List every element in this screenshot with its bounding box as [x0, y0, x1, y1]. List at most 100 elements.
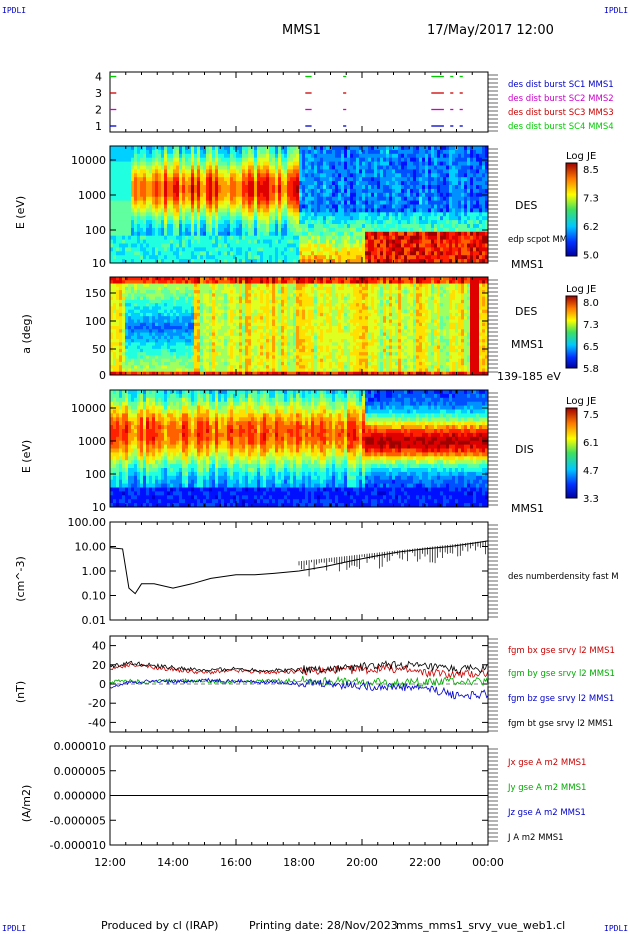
spectro-cell	[236, 220, 240, 225]
spectro-cell	[206, 153, 210, 159]
spectro-cell	[170, 286, 174, 291]
spectro-cell	[134, 358, 138, 363]
spectro-cell	[182, 319, 186, 324]
spectro-cell	[269, 235, 273, 241]
spectro-cell	[290, 200, 294, 206]
spectro-cell	[170, 204, 174, 209]
spectro-cell	[275, 255, 279, 260]
spectro-cell	[209, 239, 213, 245]
spectro-cell	[320, 177, 324, 182]
spectro-cell	[164, 368, 168, 373]
spectro-cell	[122, 293, 126, 298]
spectro-cell	[182, 339, 186, 343]
spectro-cell	[122, 361, 126, 366]
spectro-cell	[284, 216, 288, 221]
spectro-cell	[437, 235, 441, 241]
spectro-cell	[248, 247, 252, 252]
spectro-cell	[434, 173, 438, 178]
spectro-cell	[332, 173, 336, 178]
spectro-cell	[479, 192, 483, 198]
spectro-cell	[140, 358, 144, 363]
spectro-cell	[485, 208, 488, 213]
spectro-cell	[197, 212, 201, 217]
spectro-cell	[152, 146, 156, 151]
spectro-cell	[314, 149, 318, 155]
spectro-cell	[359, 247, 363, 252]
spectro-cell	[113, 165, 117, 170]
spectro-cell	[287, 235, 291, 241]
spectro-cell	[161, 342, 165, 347]
spectro-cell	[179, 365, 183, 370]
spectro-cell	[308, 185, 312, 190]
spectro-cell	[110, 361, 114, 366]
spectro-cell	[194, 368, 198, 373]
spectro-cell	[209, 204, 213, 209]
spectro-cell	[446, 243, 450, 248]
spectro-cell	[179, 309, 183, 314]
spectro-cell	[329, 192, 333, 198]
spectro-cell	[125, 283, 129, 288]
spectro-cell	[395, 196, 399, 202]
spectro-cell	[161, 216, 165, 221]
spectro-cell	[188, 280, 192, 285]
spectro-cell	[305, 247, 309, 252]
spectro-cell	[209, 309, 213, 314]
spectro-cell	[305, 216, 309, 221]
spectro-cell	[461, 149, 465, 155]
spectro-cell	[203, 243, 207, 248]
spectro-cell	[341, 149, 345, 155]
spectro-cell	[257, 239, 261, 245]
spectro-cell	[284, 208, 288, 213]
spectro-cell	[401, 227, 405, 233]
spectro-cell	[386, 255, 390, 260]
spectro-cell	[161, 239, 165, 245]
spectro-cell	[467, 259, 471, 263]
spectro-cell	[404, 251, 408, 256]
spectro-cell	[197, 216, 201, 221]
spectro-cell	[263, 192, 267, 198]
spectro-cell	[425, 188, 429, 194]
spectro-cell	[482, 185, 486, 190]
spectro-cell	[173, 146, 177, 151]
spectro-cell	[131, 208, 135, 213]
spectro-cell	[278, 192, 282, 198]
spectro-cell	[359, 231, 363, 237]
spectro-cell	[353, 173, 357, 178]
spectro-cell	[452, 157, 456, 163]
spectro-cell	[110, 306, 114, 311]
spectro-cell	[113, 208, 117, 213]
spectro-cell	[158, 283, 162, 288]
spectro-cell	[206, 342, 210, 347]
spectro-cell	[401, 220, 405, 225]
spectro-cell	[134, 161, 138, 167]
spectro-cell	[266, 177, 270, 182]
spectro-cell	[329, 177, 333, 182]
spectro-cell	[362, 235, 366, 241]
spectro-cell	[167, 335, 171, 340]
spectro-cell	[164, 212, 168, 217]
spectro-cell	[134, 296, 138, 301]
spectro-cell	[266, 212, 270, 217]
spectro-cell	[194, 277, 198, 281]
spectro-cell	[311, 247, 315, 252]
spectro-cell	[404, 227, 408, 233]
spectro-cell	[233, 161, 237, 167]
spectro-cell	[143, 149, 147, 155]
spectro-cell	[308, 239, 312, 245]
spectro-cell	[467, 185, 471, 190]
spectro-cell	[185, 309, 189, 314]
spectro-cell	[122, 212, 126, 217]
spectro-cell	[140, 161, 144, 167]
spectro-cell	[449, 247, 453, 252]
spectro-cell	[476, 161, 480, 167]
spectro-cell	[380, 216, 384, 221]
spectro-cell	[278, 165, 282, 170]
spectro-cell	[269, 173, 273, 178]
spectro-cell	[374, 224, 378, 229]
spectro-cell	[392, 177, 396, 182]
spectro-cell	[191, 188, 195, 194]
spectro-cell	[185, 149, 189, 155]
spectro-cell	[458, 224, 462, 229]
spectro-cell	[404, 216, 408, 221]
spectro-cell	[371, 247, 375, 252]
